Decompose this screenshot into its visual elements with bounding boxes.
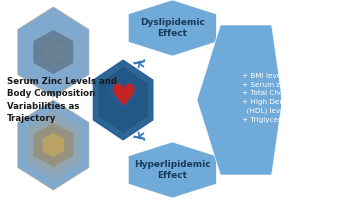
Polygon shape	[41, 129, 66, 161]
Polygon shape	[98, 67, 148, 133]
Polygon shape	[128, 142, 216, 198]
Text: Dyslipidemic
Effect: Dyslipidemic Effect	[140, 18, 205, 38]
Text: ♥: ♥	[109, 84, 137, 112]
Polygon shape	[25, 109, 82, 181]
Text: + BMI level
+ Serum zinc levels
+ Total Cholesterol levels
+ High Density Lipopr: + BMI level + Serum zinc levels + Total …	[242, 73, 340, 123]
Text: ♥: ♥	[106, 81, 141, 119]
Polygon shape	[43, 40, 64, 64]
Polygon shape	[18, 100, 89, 190]
Polygon shape	[197, 25, 282, 175]
Polygon shape	[46, 136, 61, 154]
Polygon shape	[30, 116, 77, 174]
Polygon shape	[34, 123, 73, 167]
Polygon shape	[128, 0, 216, 56]
Polygon shape	[36, 122, 71, 168]
Polygon shape	[93, 60, 153, 140]
Text: Hyperlipidemic
Effect: Hyperlipidemic Effect	[134, 160, 211, 180]
Polygon shape	[34, 30, 73, 74]
Polygon shape	[18, 7, 89, 97]
Text: Serum Zinc Levels and
Body Composition
Variabilities as
Trajectory: Serum Zinc Levels and Body Composition V…	[6, 77, 117, 123]
Polygon shape	[43, 133, 64, 157]
